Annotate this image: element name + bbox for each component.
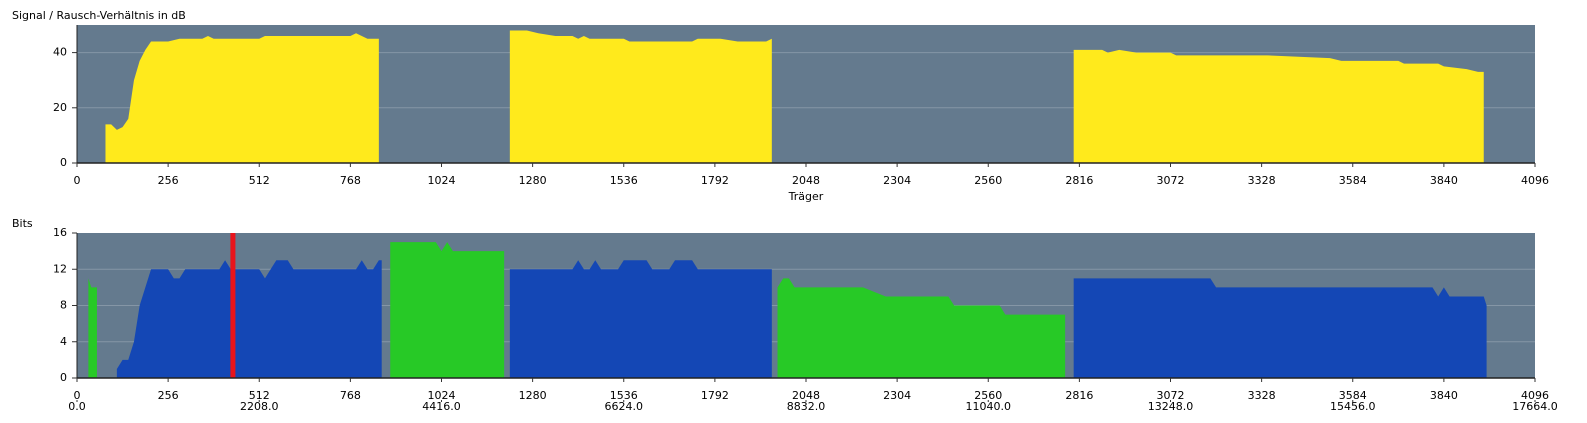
- x2-tick-label: 15456.0: [1330, 400, 1376, 413]
- x-tick-label: 2304: [883, 389, 911, 402]
- x-tick-label: 2816: [1065, 174, 1093, 187]
- x-tick-label: 1792: [701, 174, 729, 187]
- x-tick-label: 3328: [1248, 389, 1276, 402]
- x2-tick-label: 11040.0: [966, 400, 1012, 413]
- y-tick-label: 12: [53, 262, 67, 275]
- x-tick-label: 2560: [974, 174, 1002, 187]
- x-tick-label: 1536: [610, 389, 638, 402]
- y-tick-label: 8: [60, 299, 67, 312]
- x2-tick-label: 4416.0: [422, 400, 461, 413]
- y-tick-label: 40: [53, 46, 67, 59]
- x-tick-label: 2048: [792, 389, 820, 402]
- x-tick-label: 3328: [1248, 174, 1276, 187]
- x-tick-label: 256: [158, 174, 179, 187]
- y-tick-label: 20: [53, 101, 67, 114]
- x-tick-label: 768: [340, 389, 361, 402]
- area: [1073, 49, 1484, 164]
- x2-tick-label: 8832.0: [787, 400, 826, 413]
- area: [390, 242, 505, 378]
- y-tick-label: 0: [60, 156, 67, 169]
- y-tick-label: 0: [60, 371, 67, 384]
- x-tick-label: 512: [249, 389, 270, 402]
- x2-tick-label: 0.0: [68, 400, 86, 413]
- x-tick-label: 4096: [1521, 174, 1549, 187]
- y-tick-label: 4: [60, 335, 67, 348]
- chart-title: Signal / Rausch-Verhältnis in dB: [12, 9, 186, 22]
- x-tick-label: 1024: [428, 389, 456, 402]
- x-tick-label: 2816: [1065, 389, 1093, 402]
- x-tick-label: 1280: [519, 389, 547, 402]
- x-tick-label: 3840: [1430, 174, 1458, 187]
- area: [88, 278, 97, 378]
- x-tick-label: 3584: [1339, 389, 1367, 402]
- x-tick-label: 2048: [792, 174, 820, 187]
- x-tick-label: 3072: [1157, 389, 1185, 402]
- x-tick-label: 2304: [883, 174, 911, 187]
- x-tick-label: 1792: [701, 389, 729, 402]
- y-tick-label: 16: [53, 226, 67, 239]
- x2-tick-label: 2208.0: [240, 400, 279, 413]
- x-tick-label: 3584: [1339, 174, 1367, 187]
- x-tick-label: 3840: [1430, 389, 1458, 402]
- x-tick-label: 256: [158, 389, 179, 402]
- x-axis-label: Träger: [788, 190, 824, 203]
- area: [116, 260, 382, 378]
- area: [105, 33, 379, 163]
- area: [509, 30, 772, 163]
- x-tick-label: 0: [74, 389, 81, 402]
- x-tick-label: 1280: [519, 174, 547, 187]
- x2-tick-label: 6624.0: [605, 400, 644, 413]
- marker: [230, 233, 236, 378]
- x-tick-label: 512: [249, 174, 270, 187]
- area: [1073, 278, 1487, 378]
- x-tick-label: 0: [74, 174, 81, 187]
- x-tick-label: 3072: [1157, 174, 1185, 187]
- x2-tick-label: 17664.0: [1512, 400, 1558, 413]
- x-tick-label: 1536: [610, 174, 638, 187]
- chart-title: Bits: [12, 217, 33, 230]
- x-tick-label: 768: [340, 174, 361, 187]
- x2-tick-label: 13248.0: [1148, 400, 1194, 413]
- x-tick-label: 1024: [428, 174, 456, 187]
- area: [509, 260, 772, 378]
- area: [777, 278, 1066, 378]
- x-tick-label: 4096: [1521, 389, 1549, 402]
- x-tick-label: 2560: [974, 389, 1002, 402]
